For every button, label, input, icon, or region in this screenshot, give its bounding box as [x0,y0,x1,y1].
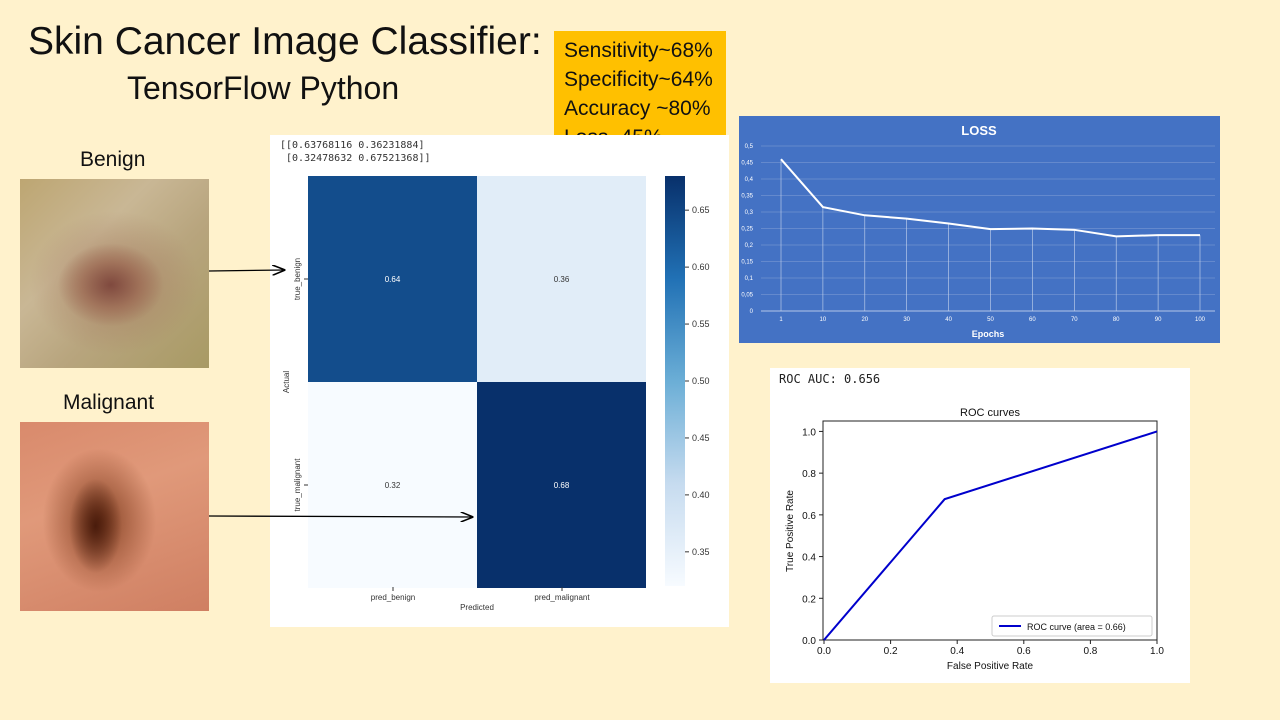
roc-x-ticks: 0.0 0.2 0.4 0.6 0.8 1.0 [817,640,1164,657]
roc-y-axis-label: True Positive Rate [785,490,796,572]
roc-legend: ROC curve (area = 0.66) [991,615,1153,637]
loss-x-tick-label: 100 [1195,317,1206,323]
y-tick-true-malignant: true_malignant [293,458,302,512]
arrow-benign-to-matrix [208,270,284,271]
colorbar-tick-label: 0.40 [692,490,710,500]
loss-x-tick-label: 50 [987,317,994,323]
loss-y-tick-label: 0,5 [745,144,754,150]
loss-y-tick-label: 0,25 [741,227,753,233]
loss-y-tick-label: 0,15 [741,260,753,266]
loss-x-axis-label: Epochs [972,329,1005,339]
loss-chart-panel: LOSS 0,5 0,45 0,4 0,35 0,3 0,25 0,2 0,15 0,1 0,05… [739,116,1220,343]
confusion-matrix-panel: [[0.63768116 0.36231884] [0.32478632 0.6… [270,135,729,627]
colorbar-ticks: 0.65 0.60 0.55 0.50 0.45 0.40 0.35 [685,205,710,557]
roc-x-axis-label: False Positive Rate [947,661,1034,672]
loss-x-tick-label: 40 [945,317,952,323]
matrix-text-line2: [0.32478632 0.67521368]] [280,153,431,164]
roc-x-tick-label: 0.2 [884,646,898,657]
loss-y-tick-label: 0,35 [741,194,753,200]
colorbar-tick-label: 0.55 [692,319,710,329]
roc-y-tick-label: 0.4 [802,553,816,564]
loss-x-tick-label: 30 [903,317,910,323]
colorbar-tick-label: 0.50 [692,376,710,386]
roc-x-tick-label: 0.8 [1083,646,1097,657]
malignant-lesion-image [20,422,209,611]
roc-y-tick-label: 0.2 [802,594,816,605]
roc-legend-box [991,615,1153,637]
x-tick-pred-benign: pred_benign [371,593,415,602]
colorbar-tick-label: 0.35 [692,547,710,557]
loss-chart: LOSS 0,5 0,45 0,4 0,35 0,3 0,25 0,2 0,15 0,1 0,05… [741,123,1215,339]
roc-x-tick-label: 1.0 [1150,646,1164,657]
loss-x-tick-label: 90 [1155,317,1162,323]
confusion-matrix-chart: [[0.63768116 0.36231884] [0.32478632 0.6… [280,140,710,612]
roc-y-tick-label: 0.8 [802,469,816,480]
roc-y-ticks: 0.0 0.2 0.4 0.6 0.8 1.0 [802,427,823,647]
colorbar-tick-label: 0.65 [692,205,710,215]
loss-y-tick-label: 0 [750,309,754,315]
title-subtitle: TensorFlow Python [127,70,400,106]
roc-legend-label: ROC curve (area = 0.66) [1027,622,1126,632]
cm-value-true-malignant-pred-benign: 0.32 [385,481,401,490]
loss-x-tick-label: 80 [1113,317,1120,323]
loss-y-tick-label: 0,05 [741,293,753,299]
loss-x-tick-label: 1 [779,317,783,323]
metric-specificity: Specificity~64% [564,68,713,91]
metric-accuracy: Accuracy ~80% [564,97,711,120]
roc-x-tick-label: 0.6 [1017,646,1031,657]
colorbar [665,176,685,586]
benign-label: Benign [80,148,146,171]
roc-axes-frame [822,420,1158,641]
cm-value-true-benign-pred-benign: 0.64 [385,275,401,284]
cm-value-true-benign-pred-malignant: 0.36 [554,275,570,284]
cm-cell-true-benign-pred-benign [308,176,477,382]
loss-drop-lines [780,159,1201,311]
loss-y-tick-label: 0,1 [745,276,754,282]
x-tick-pred-malignant: pred_malignant [534,593,590,602]
arrow-malignant-to-matrix [208,516,472,517]
roc-y-tick-label: 1.0 [802,427,816,438]
cm-value-true-malignant-pred-malignant: 0.68 [554,481,570,490]
loss-x-ticks: 1 10 20 30 40 50 60 70 80 90 100 [779,317,1205,323]
cm-cell-true-benign-pred-malignant [477,176,646,382]
roc-y-tick-label: 0.6 [802,511,816,522]
malignant-label: Malignant [63,391,155,414]
roc-x-tick-label: 0.4 [950,646,964,657]
loss-y-tick-label: 0,3 [745,210,754,216]
roc-x-tick-label: 0.0 [817,646,831,657]
loss-series-line [780,158,1200,238]
loss-y-tick-label: 0,45 [741,161,753,167]
matrix-text-line1: [[0.63768116 0.36231884] [280,140,425,151]
title-main: Skin Cancer Image Classifier: [28,20,542,63]
y-tick-true-benign: true_benign [293,258,302,300]
cm-cell-true-malignant-pred-benign [308,382,477,588]
loss-title: LOSS [961,123,997,138]
cm-cell-true-malignant-pred-malignant [477,382,646,588]
roc-auc-header: ROC AUC: 0.656 [779,372,880,386]
loss-y-ticks: 0,5 0,45 0,4 0,35 0,3 0,25 0,2 0,15 0,1 0,05 0 [741,144,753,315]
loss-x-tick-label: 20 [861,317,868,323]
roc-title: ROC curves [960,407,1020,419]
loss-y-tick-label: 0,2 [745,243,754,249]
metric-sensitivity: Sensitivity~68% [564,39,713,62]
loss-gridlines [761,145,1215,312]
x-axis-label: Predicted [460,603,494,612]
colorbar-tick-label: 0.60 [692,262,710,272]
y-axis-label: Actual [282,371,291,393]
colorbar-tick-label: 0.45 [692,433,710,443]
loss-y-tick-label: 0,4 [745,177,754,183]
roc-curve-line [823,430,1158,641]
loss-x-tick-label: 60 [1029,317,1036,323]
loss-x-tick-label: 70 [1071,317,1078,323]
roc-chart: ROC AUC: 0.656 ROC curves 0.0 0.2 0.4 0.6 0.… [779,372,1164,672]
benign-lesion-image [20,179,209,368]
roc-y-tick-label: 0.0 [802,636,816,647]
roc-chart-panel: ROC AUC: 0.656 ROC curves 0.0 0.2 0.4 0.6 0.… [770,368,1190,683]
loss-x-tick-label: 10 [820,317,827,323]
